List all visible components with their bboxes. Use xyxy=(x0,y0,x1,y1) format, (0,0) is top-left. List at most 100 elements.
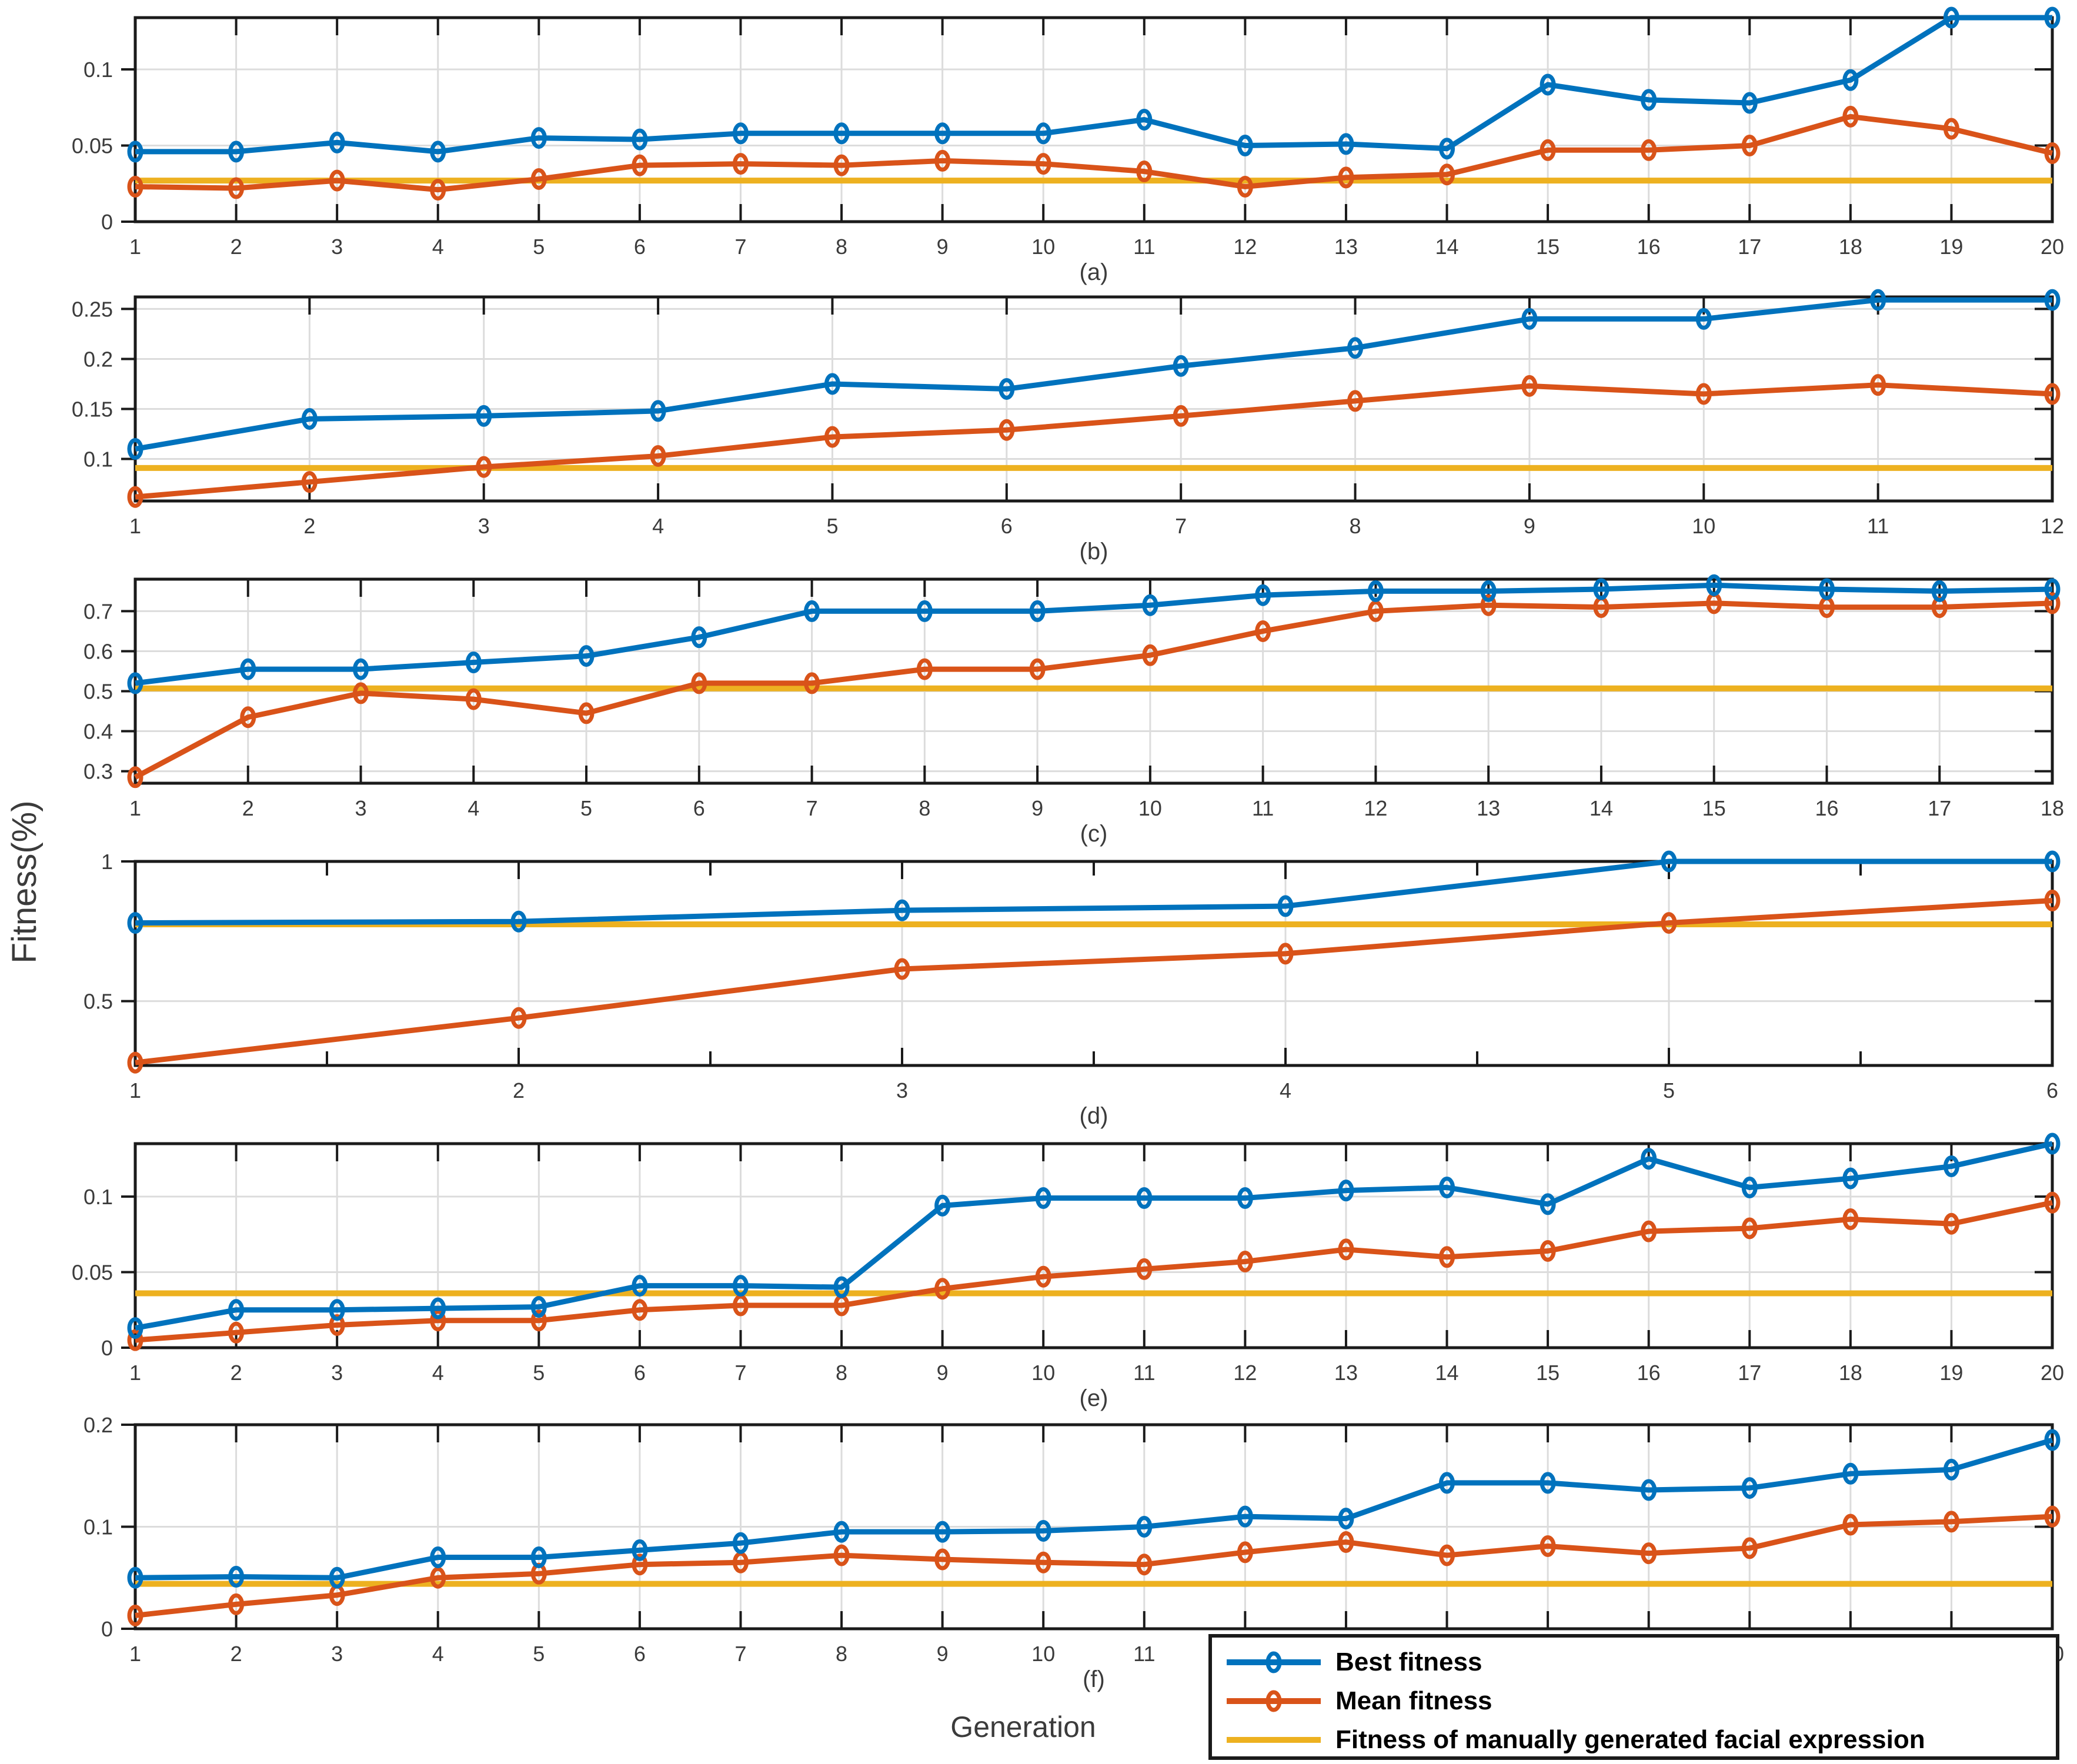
subplot-caption-d: (d) xyxy=(1080,1103,1108,1129)
best-marker xyxy=(1277,895,1294,917)
x-tick-label: 12 xyxy=(1233,1361,1257,1385)
x-tick-label: 6 xyxy=(634,1642,646,1666)
x-tick-label: 7 xyxy=(1175,514,1187,538)
mean-fitness-line xyxy=(135,1514,2053,1618)
y-tick-label: 0.7 xyxy=(84,599,113,623)
x-tick-label: 5 xyxy=(826,514,838,538)
x-tick-label: 6 xyxy=(693,796,705,820)
x-tick-label: 11 xyxy=(1133,1361,1155,1385)
best-marker xyxy=(1480,580,1497,602)
x-tick-label: 9 xyxy=(937,1361,949,1385)
legend-item-best: Best fitness xyxy=(1212,1642,2056,1682)
mean-marker xyxy=(732,153,749,175)
mean-marker xyxy=(804,672,820,694)
mean-marker xyxy=(1173,405,1189,427)
x-tick-label: 12 xyxy=(1364,796,1387,820)
best-marker xyxy=(1439,138,1455,160)
x-tick-label: 11 xyxy=(1867,514,1889,538)
x-tick-label: 4 xyxy=(432,1642,444,1666)
best-marker xyxy=(1136,109,1153,131)
x-tick-label: 6 xyxy=(634,1361,646,1385)
mean-marker xyxy=(833,154,850,176)
mean-marker xyxy=(329,1314,345,1336)
mean-marker xyxy=(1136,161,1153,183)
mean-fitness-markers xyxy=(127,592,2061,789)
x-tick-label: 16 xyxy=(1637,1361,1661,1385)
best-marker xyxy=(1741,92,1758,114)
best-marker xyxy=(1136,1516,1153,1538)
best-marker xyxy=(1237,1505,1253,1528)
legend-label-manual: Fitness of manually generated facial exp… xyxy=(1335,1725,1925,1754)
x-tick-label: 3 xyxy=(355,796,367,820)
mean-marker xyxy=(1338,1531,1354,1553)
mean-fitness-markers xyxy=(127,890,2061,1074)
x-tick-label: 14 xyxy=(1590,796,1613,820)
mean-marker xyxy=(1480,594,1497,616)
x-tick-label: 1 xyxy=(129,235,141,259)
x-tick-label: 3 xyxy=(331,235,343,259)
x-tick-label: 14 xyxy=(1435,1361,1459,1385)
x-tick-label: 18 xyxy=(1839,235,1862,259)
best-marker xyxy=(510,910,527,933)
mean-marker xyxy=(632,1553,648,1576)
best-marker xyxy=(916,600,933,622)
axes-frame xyxy=(133,1142,2054,1349)
best-marker xyxy=(732,1532,749,1554)
mean-marker xyxy=(329,169,345,192)
x-tick-label: 17 xyxy=(1738,1361,1761,1385)
mean-marker xyxy=(127,766,143,789)
x-tick-label: 17 xyxy=(1928,796,1951,820)
best-marker xyxy=(1540,1472,1556,1494)
subplot-caption-f: (f) xyxy=(1083,1666,1105,1692)
mean-marker xyxy=(650,445,666,467)
mean-marker xyxy=(127,175,143,198)
legend-sample-manual xyxy=(1227,1737,1321,1743)
x-tick-label: 1 xyxy=(129,514,141,538)
x-tick-label: 3 xyxy=(896,1078,908,1102)
x-tick-label: 17 xyxy=(1738,235,1761,259)
best-marker xyxy=(2044,289,2061,311)
mean-marker xyxy=(1641,1220,1657,1242)
x-tick-label: 2 xyxy=(303,514,315,538)
mean-marker xyxy=(1641,1542,1657,1565)
best-marker xyxy=(1943,6,1959,29)
mean-marker xyxy=(1035,1551,1051,1573)
best-marker xyxy=(1870,289,1886,311)
x-tick-label: 19 xyxy=(1939,1361,1963,1385)
x-tick-label: 11 xyxy=(1133,1642,1155,1666)
y-tick-label: 0.05 xyxy=(72,134,113,158)
x-tick-label: 9 xyxy=(1031,796,1043,820)
mean-fitness-markers xyxy=(127,1505,2061,1626)
best-marker xyxy=(1842,69,1859,91)
best-marker xyxy=(1741,1177,1758,1199)
mean-marker xyxy=(2044,890,2061,912)
x-tick-label: 8 xyxy=(1350,514,1361,538)
best-marker xyxy=(732,122,749,145)
best-marker xyxy=(650,400,666,422)
best-marker xyxy=(2044,850,2061,873)
y-tick-label: 0.3 xyxy=(84,760,113,784)
best-marker xyxy=(1540,74,1556,96)
best-marker xyxy=(127,912,143,934)
y-tick-label: 0.2 xyxy=(84,1413,113,1437)
mean-marker xyxy=(1367,600,1384,622)
best-marker xyxy=(353,658,369,680)
x-tick-label: 4 xyxy=(432,235,444,259)
best-marker xyxy=(1706,574,1722,596)
best-marker xyxy=(1439,1177,1455,1199)
best-marker xyxy=(1035,1187,1051,1210)
best-marker xyxy=(240,658,256,680)
x-tick-label: 3 xyxy=(331,1642,343,1666)
best-marker xyxy=(430,1297,446,1319)
x-axis-title: Generation xyxy=(950,1710,1096,1743)
y-tick-label: 0.4 xyxy=(84,720,113,744)
best-marker xyxy=(1818,578,1835,600)
mean-marker xyxy=(2044,383,2061,405)
legend-label-mean: Mean fitness xyxy=(1335,1686,1492,1715)
mean-marker xyxy=(999,419,1015,441)
mean-marker xyxy=(2044,1191,2061,1214)
best-marker xyxy=(301,408,318,430)
x-tick-label: 1 xyxy=(129,1642,141,1666)
